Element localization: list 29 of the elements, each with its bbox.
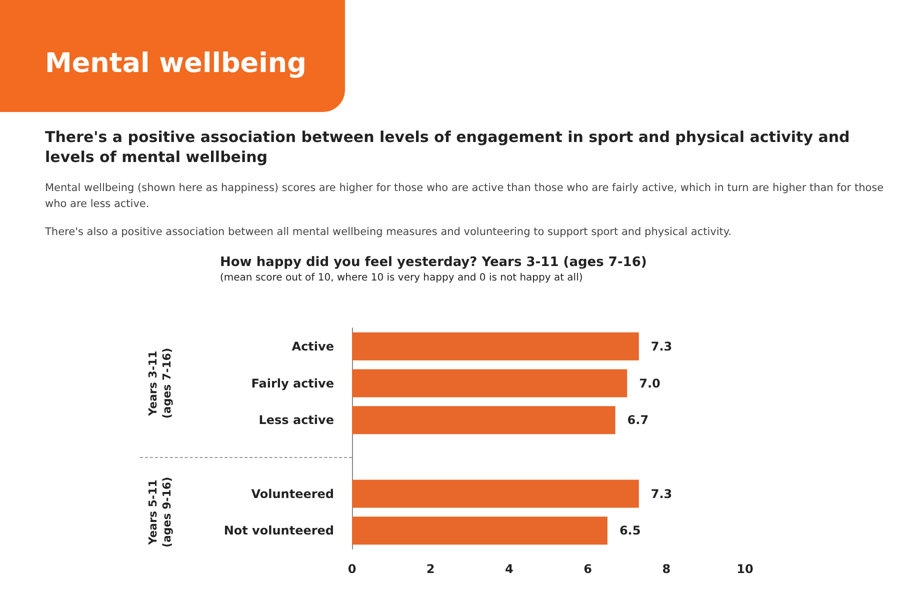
text: Mental wellbeing (shown here as happiness) scores are higher for those who are active than those who are fairly active, which in turn are higher than for those who are less active. <box>45 181 885 212</box>
y-tick-label: Fairly active <box>251 376 334 390</box>
text: Years 3-11 (ages 7-16) <box>146 348 174 419</box>
data-label: 7.0 <box>639 376 660 390</box>
text: Years 5-11 (ages 9-16) <box>146 476 174 548</box>
bar <box>352 332 639 360</box>
data-label: 7.3 <box>650 486 672 501</box>
text: Mental wellbeing <box>45 48 306 79</box>
bar <box>352 516 608 545</box>
text: There's a positive association between levels of engagement in sport and physical activity and levels of mental wellbeing <box>45 127 851 167</box>
y-tick-label: Not volunteered <box>224 524 334 538</box>
data-label: 6.7 <box>627 413 649 428</box>
text: There's also a positive association between all mental wellbeing measures and volunteering to support sport and physical activity. <box>45 225 732 240</box>
data-label: 6.5 <box>619 524 641 538</box>
chart-title: How happy did you feel yesterday? Years 3-11 (ages 7-16) <box>220 255 647 270</box>
y-tick-label: Volunteered <box>251 486 334 501</box>
x-tick-label: 4 <box>505 562 514 576</box>
x-tick-label: 6 <box>584 562 592 576</box>
bar <box>352 369 628 398</box>
y-tick-label: Active <box>292 339 334 354</box>
bar <box>352 406 616 434</box>
bar <box>352 480 639 508</box>
x-tick-label: 10 <box>736 562 754 576</box>
x-tick-label: 2 <box>426 562 435 576</box>
y-tick-label: Less active <box>258 413 334 428</box>
x-tick-label: 8 <box>662 562 671 576</box>
x-tick-label: 0 <box>348 562 356 576</box>
chart-subtitle: (mean score out of 10, where 10 is very happy and 0 is not happy at all) <box>220 272 583 284</box>
data-label: 7.3 <box>650 339 672 354</box>
